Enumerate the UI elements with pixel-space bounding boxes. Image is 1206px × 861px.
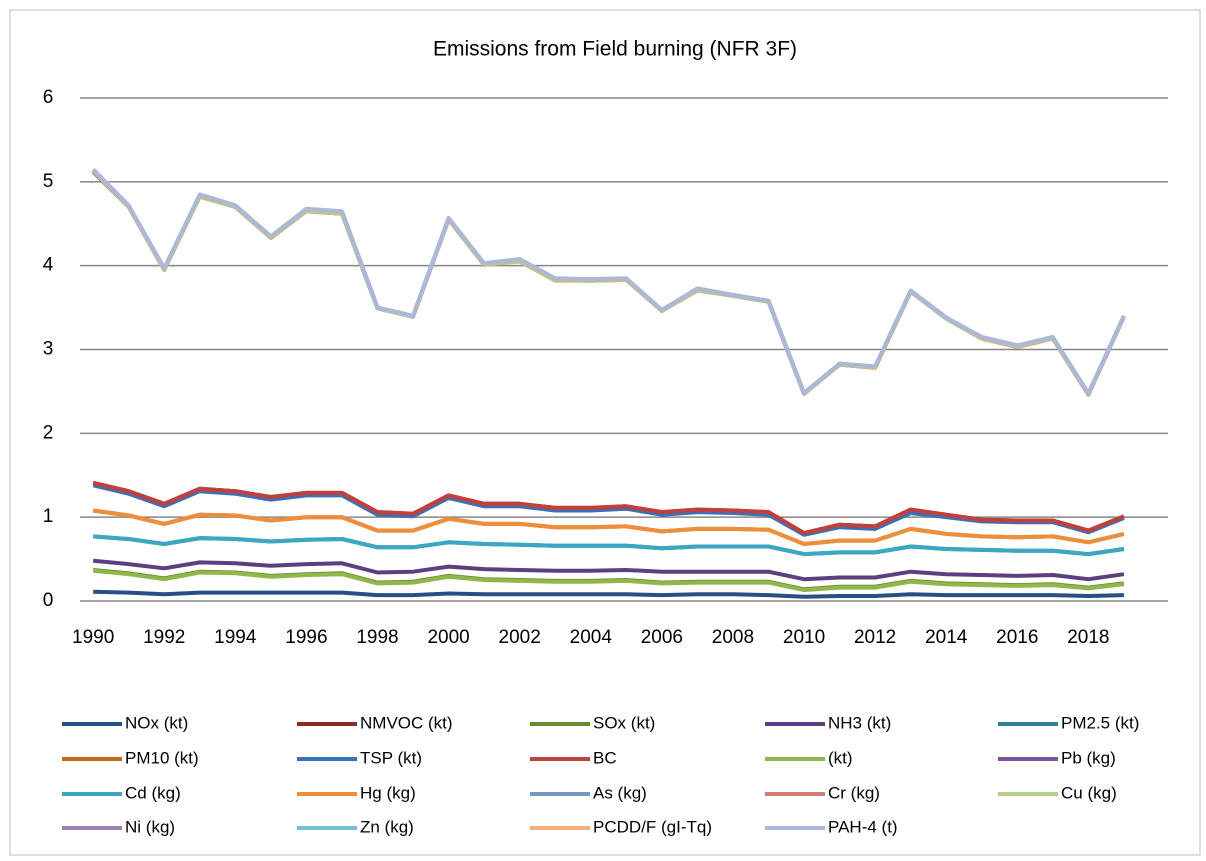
series-line [92,483,1125,537]
legend-label: Cu (kg) [1061,783,1117,802]
legend-label: PAH-4 (t) [828,817,898,836]
series-line [92,480,1125,536]
x-tick-label: 2006 [641,627,683,648]
x-tick-label: 2010 [783,627,825,648]
legend-label: Cd (kg) [125,783,181,802]
x-tick-label: 1998 [356,627,398,648]
y-tick-label: 6 [43,87,54,108]
series-line [93,534,1125,557]
x-tick-label: 2002 [499,627,541,648]
legend-label: NH3 (kt) [828,713,891,732]
x-tick-label: 2012 [854,627,896,648]
x-tick-label: 2016 [996,627,1038,648]
legend-label: As (kg) [593,783,647,802]
series-line [93,589,1124,599]
x-tick-label: 2018 [1067,627,1109,648]
x-tick-label: 2008 [712,627,754,648]
chart-title: Emissions from Field burning (NFR 3F) [433,38,797,61]
x-tick-label: 1990 [72,627,114,648]
y-tick-label: 4 [43,255,54,276]
y-tick-label: 0 [43,590,54,611]
legend-label: Hg (kg) [360,783,416,802]
legend-label: Ni (kg) [125,817,175,836]
legend-label: NMVOC (kt) [360,713,453,732]
series-line [93,558,1125,582]
x-tick-label: 2000 [427,627,469,648]
legend-label: PM2.5 (kt) [1061,713,1139,732]
legend-label: TSP (kt) [360,748,422,767]
legend-label: BC [593,748,617,767]
legend-label: (kt) [828,748,853,767]
y-tick-label: 2 [43,422,54,443]
x-tick-label: 1996 [285,627,327,648]
series-line [92,508,1125,546]
y-tick-label: 5 [43,171,54,192]
x-tick-label: 1994 [214,627,257,648]
legend-label: SOx (kt) [593,713,655,732]
y-tick-label: 3 [43,339,54,360]
legend-label: Cr (kg) [828,783,880,802]
legend-label: PCDD/F (gI-Tq) [593,817,712,836]
legend-label: Pb (kg) [1061,748,1116,767]
x-tick-label: 2004 [570,627,613,648]
legend-label: Zn (kg) [360,817,414,836]
legend-label: NOx (kt) [125,713,188,732]
series-line [91,167,1126,396]
chart-border [9,9,1201,856]
legend-label: PM10 (kt) [125,748,199,767]
x-tick-label: 2014 [925,627,968,648]
x-tick-label: 1992 [143,627,185,648]
series-line [93,568,1125,593]
y-tick-label: 1 [43,506,54,527]
